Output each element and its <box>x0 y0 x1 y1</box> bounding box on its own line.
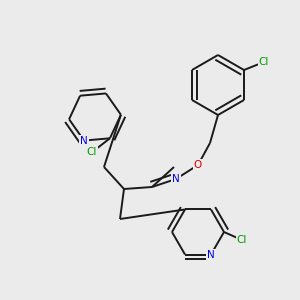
Text: N: N <box>80 136 88 146</box>
Text: Cl: Cl <box>237 235 247 245</box>
Text: Cl: Cl <box>87 147 97 157</box>
Text: O: O <box>194 160 202 170</box>
Text: N: N <box>172 174 180 184</box>
Text: N: N <box>207 250 215 260</box>
Text: Cl: Cl <box>259 57 269 67</box>
